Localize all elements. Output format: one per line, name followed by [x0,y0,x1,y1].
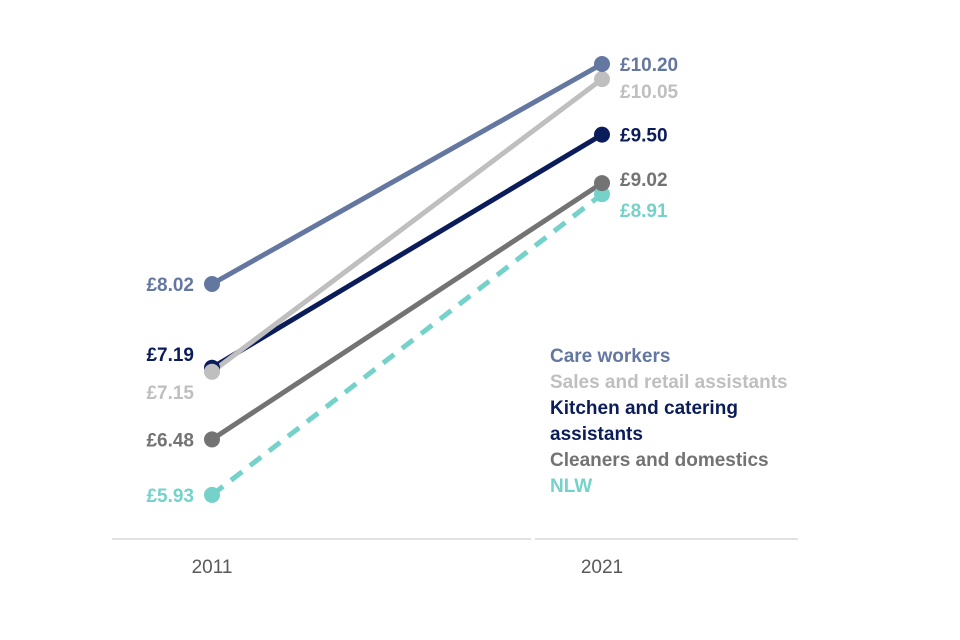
value-label-kitchen-and-catering-assistants-2021: £9.50 [620,126,668,147]
legend-item-nlw: NLW [550,476,592,497]
value-label-care-workers-2011: £8.02 [146,275,194,296]
value-label-nlw-2021: £8.91 [620,201,668,222]
point-kitchen-and-catering-assistants-2021 [594,126,610,143]
value-label-cleaners-and-domestics-2021: £9.02 [620,170,668,191]
series-line-sales-and-retail-assistants [209,76,605,375]
point-sales-and-retail-assistants-2011 [204,363,220,380]
value-label-cleaners-and-domestics-2011: £6.48 [146,430,194,451]
x-tick-label-2021: 2021 [581,557,623,578]
series-line-kitchen-and-catering-assistants [209,132,605,371]
point-care-workers-2011 [204,276,220,292]
series-points [204,56,610,503]
point-cleaners-and-domestics-2011 [204,431,220,448]
value-labels: £8.02 £10.20 £7.15 £10.05 £7.19 £9.50 £6.48 £9.… [146,55,678,507]
value-label-care-workers-2021: £10.20 [620,55,678,76]
legend-item-kitchen-and-catering-assistants: Kitchen and catering assistants [550,398,738,445]
point-cleaners-and-domestics-2021 [594,175,610,192]
legend-item-cleaners-and-domestics: Cleaners and domestics [550,450,769,471]
legend-item-care-workers: Care workers [550,346,670,367]
value-label-sales-and-retail-assistants-2011: £7.15 [146,383,194,404]
x-axis: 2011 2021 [112,538,798,578]
series-line-care-workers [209,61,605,287]
legend-item-sales-and-retail-assistants: Sales and retail assistants [550,372,788,393]
series-lines [209,61,605,497]
value-label-sales-and-retail-assistants-2021: £10.05 [620,82,679,103]
x-tick-label-2011: 2011 [192,557,233,578]
value-label-nlw-2011: £5.93 [146,486,194,507]
point-care-workers-2021 [594,56,610,72]
series-line-cleaners-and-domestics [209,180,605,442]
point-nlw-2011 [204,486,220,503]
point-nlw-2021 [594,186,610,203]
point-sales-and-retail-assistants-2021 [594,71,610,88]
series-line-nlw [210,192,604,497]
legend: Care workers Sales and retail assistants K… [550,346,788,497]
value-label-kitchen-and-catering-assistants-2011: £7.19 [146,345,194,366]
